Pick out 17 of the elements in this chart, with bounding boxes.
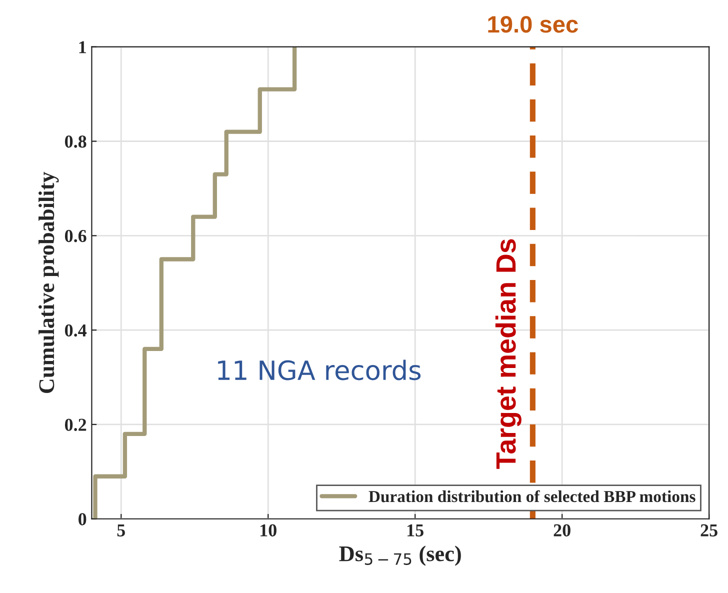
legend-label: Duration distribution of selected BBP motions: [368, 490, 696, 502]
y-tick-label: 1: [79, 41, 86, 54]
y-tick-label: 0.2: [64, 418, 86, 431]
y-tick-label: 0: [78, 513, 86, 526]
ref-line-label: 19.0 sec: [488, 16, 578, 33]
y-tick-label: 0.4: [64, 324, 87, 337]
annotation: Target median Ds: [495, 239, 522, 469]
x-axis-title: Ds$_{5−75}$ (sec): [339, 546, 461, 566]
y-axis-title: Cumulative probability: [38, 172, 59, 394]
x-tick-label: 5: [117, 524, 125, 536]
y-tick-label: 0.6: [64, 230, 86, 242]
x-tick-label: 15: [408, 524, 424, 536]
x-tick-label: 25: [700, 524, 718, 536]
y-tick-label: 0.8: [64, 136, 86, 148]
annotation: 11 NGA records: [218, 360, 421, 380]
x-tick-label: 10: [260, 524, 276, 536]
x-tick-label: 20: [554, 524, 570, 536]
